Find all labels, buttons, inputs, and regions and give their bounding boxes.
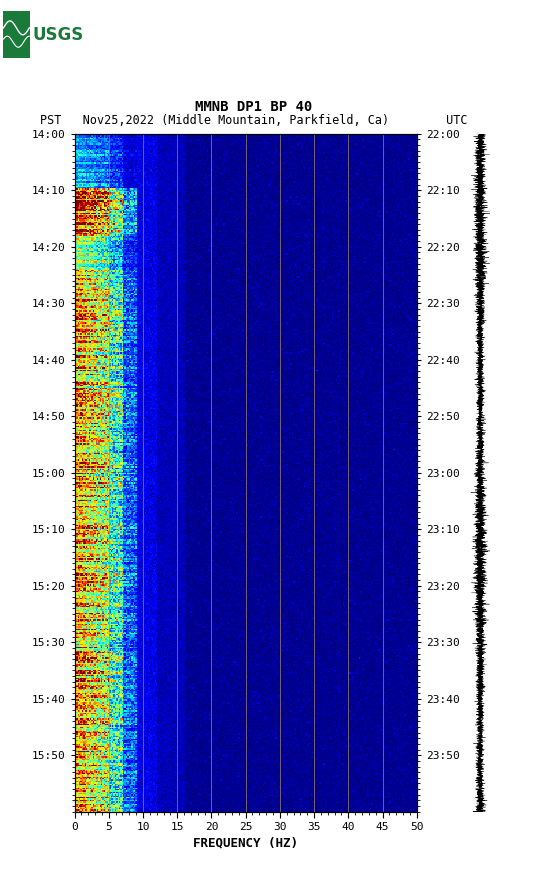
FancyBboxPatch shape <box>3 12 30 58</box>
Text: USGS: USGS <box>33 26 84 44</box>
Text: MMNB DP1 BP 40: MMNB DP1 BP 40 <box>195 100 312 114</box>
X-axis label: FREQUENCY (HZ): FREQUENCY (HZ) <box>193 837 298 849</box>
Text: PST   Nov25,2022 (Middle Mountain, Parkfield, Ca)        UTC: PST Nov25,2022 (Middle Mountain, Parkfie… <box>40 113 468 127</box>
